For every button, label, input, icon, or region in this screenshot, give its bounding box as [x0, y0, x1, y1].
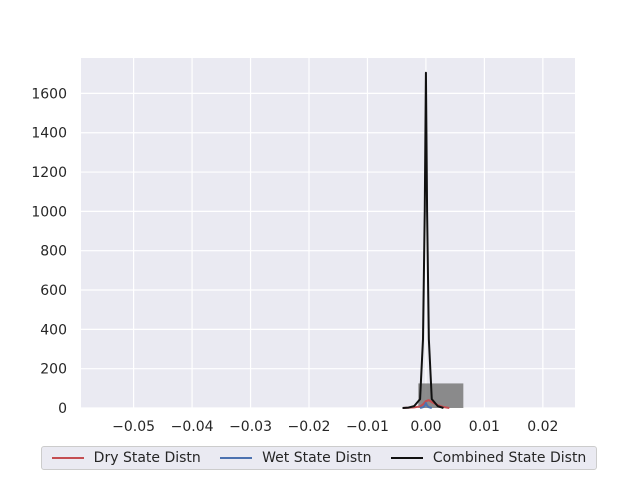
series-line-1 [419, 402, 433, 409]
series-lines [402, 71, 450, 409]
x-tick-label: 0.02 [527, 419, 558, 435]
legend-item-dry: Dry State Distn [51, 450, 201, 466]
x-tick-label: −0.05 [112, 419, 155, 435]
y-tick-label: 600 [40, 283, 67, 299]
y-tick-label: 1000 [31, 204, 67, 220]
series-line-2 [402, 71, 444, 409]
x-tick-label: −0.02 [288, 419, 331, 435]
y-tick-label: 800 [40, 244, 67, 260]
legend-label-dry: Dry State Distn [93, 450, 201, 466]
x-tick-label: −0.03 [229, 419, 272, 435]
y-tick-label: 1200 [31, 165, 67, 181]
legend: Dry State Distn Wet State Distn Combined… [41, 446, 597, 470]
y-tick-label: 200 [40, 362, 67, 378]
x-tick-label: 0.01 [469, 419, 500, 435]
x-axis-ticks: −0.05 −0.04 −0.03 −0.02 −0.01 0.00 0.01 0.02 [112, 419, 558, 435]
y-tick-label: 1600 [31, 86, 67, 102]
legend-label-combined: Combined State Distn [432, 450, 587, 466]
legend-item-wet: Wet State Distn [220, 450, 372, 466]
legend-swatch-wet [220, 457, 253, 459]
legend-swatch-dry [51, 457, 84, 459]
x-tick-label: −0.01 [346, 419, 389, 435]
plot-background [81, 58, 575, 408]
legend-item-combined: Combined State Distn [390, 450, 587, 466]
y-tick-label: 1400 [31, 126, 67, 142]
y-tick-label: 400 [40, 322, 67, 338]
y-tick-label: 0 [58, 401, 67, 417]
y-axis-ticks: 0 200 400 600 800 1000 1200 1400 1600 [31, 86, 67, 417]
legend-swatch-combined [390, 457, 423, 459]
x-tick-label: 0.00 [410, 419, 441, 435]
legend-label-wet: Wet State Distn [262, 450, 372, 466]
x-tick-label: −0.04 [171, 419, 214, 435]
